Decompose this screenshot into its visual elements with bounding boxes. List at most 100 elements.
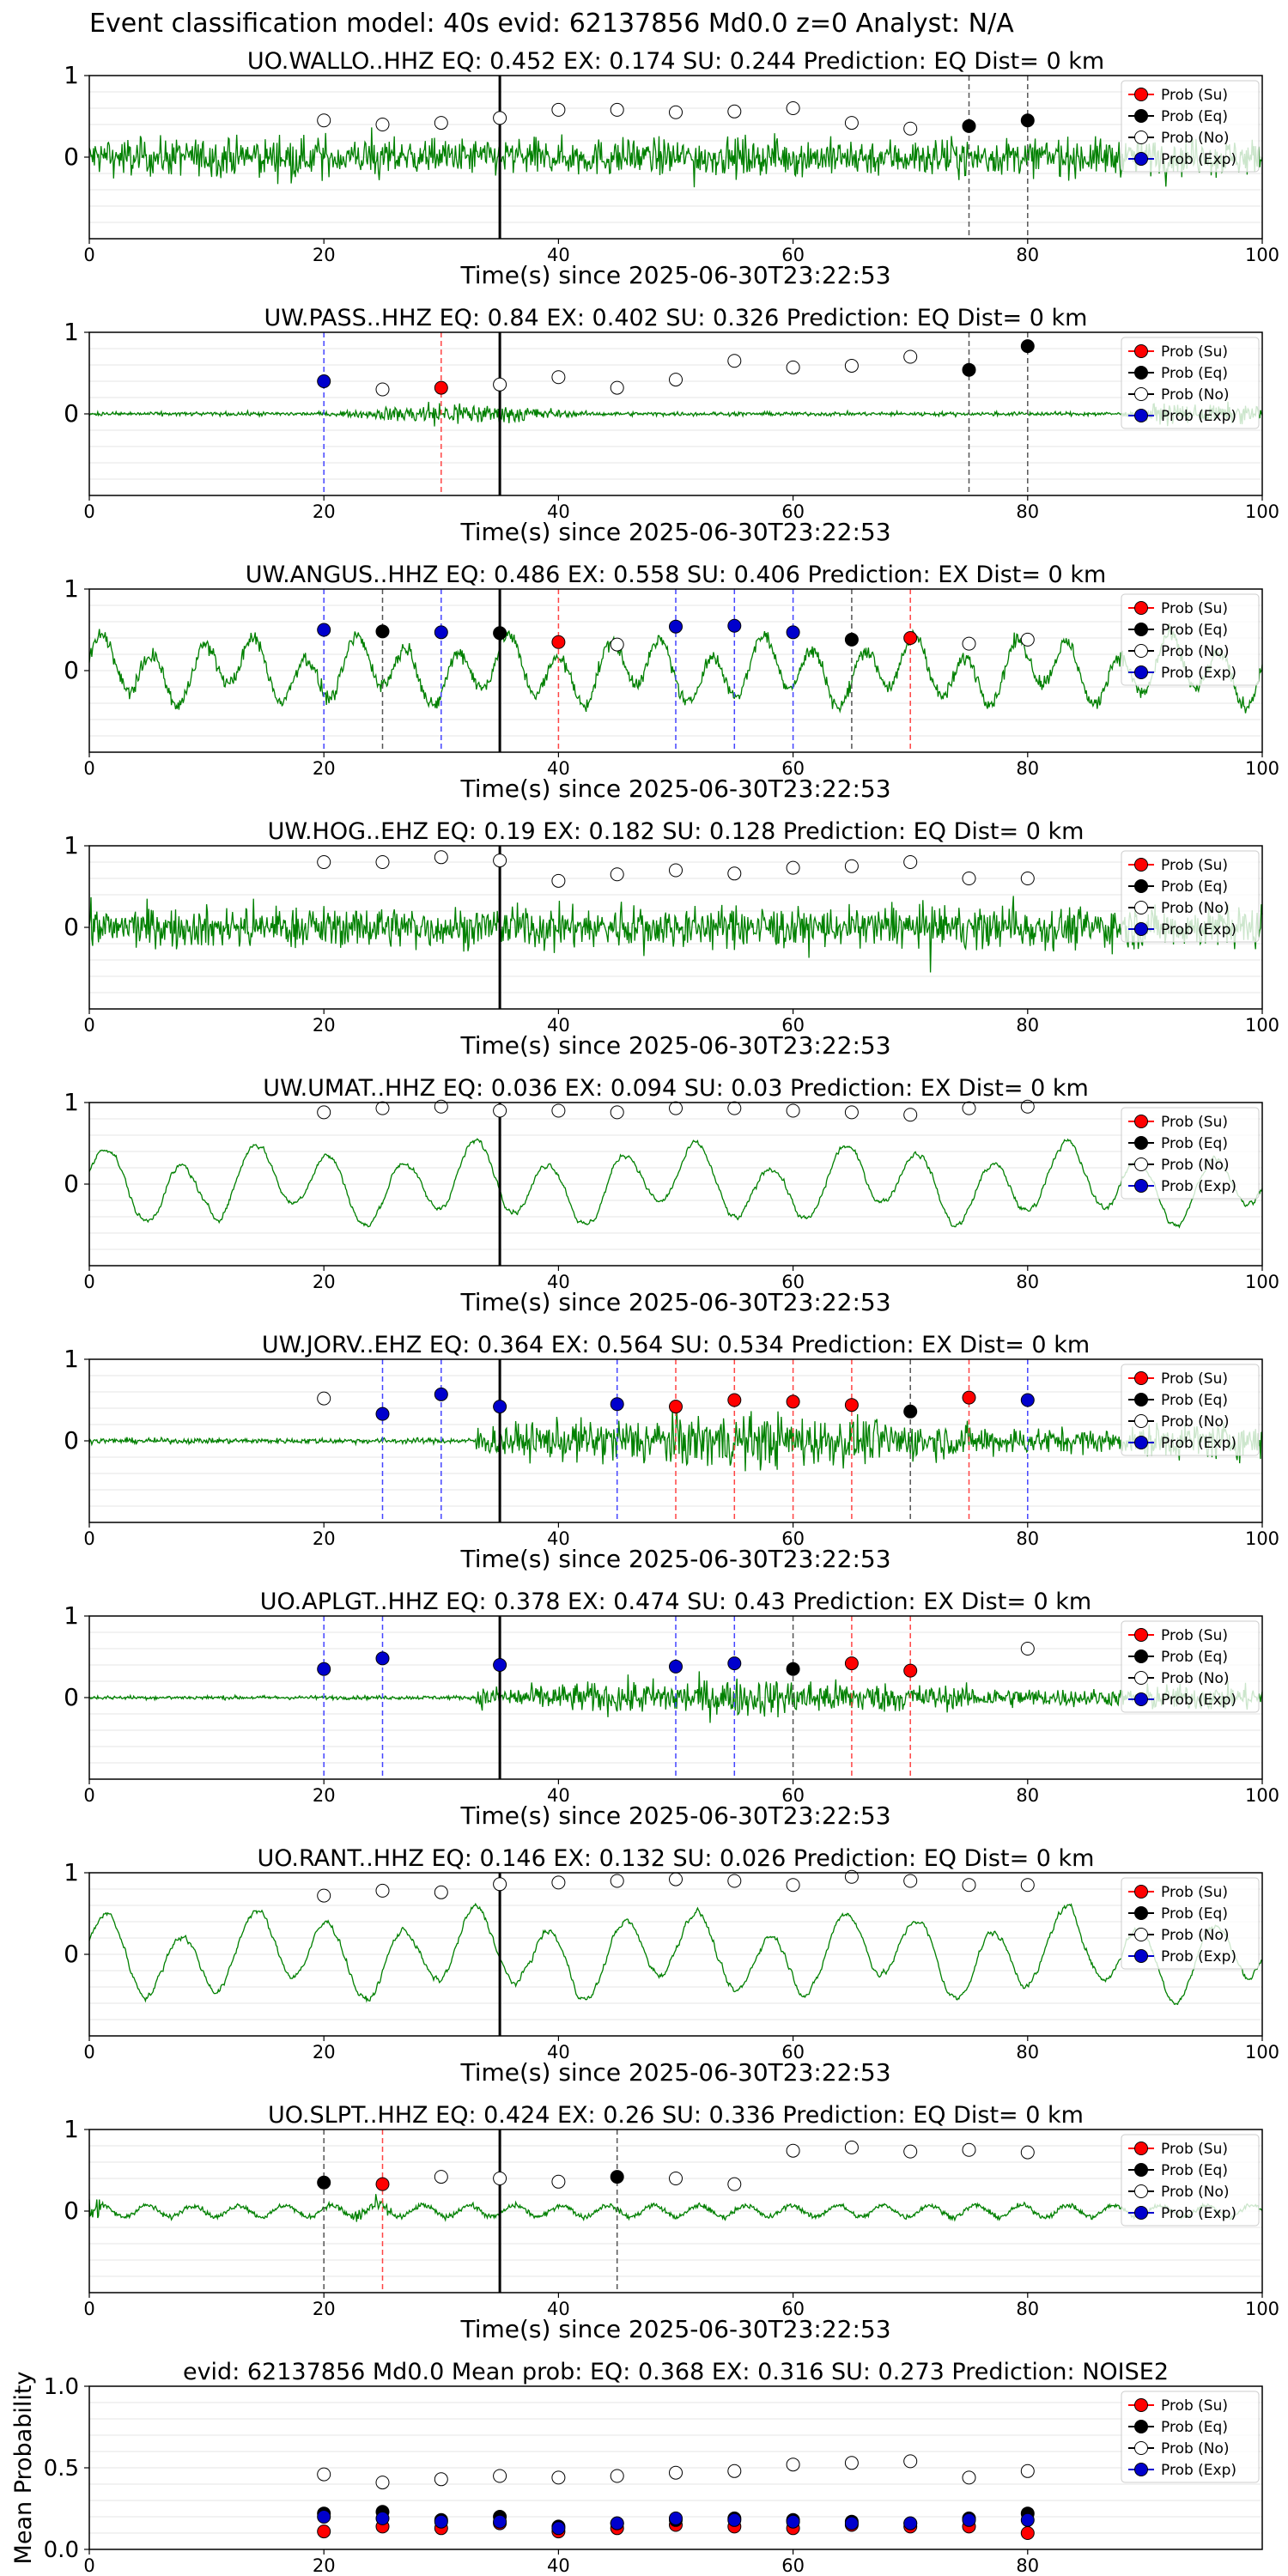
x-tick-label: 100 [1245,1015,1279,1036]
mean-prob-marker [375,2511,390,2525]
y-tick-label: 0 [64,1170,79,1198]
legend-label: Prob (Exp) [1161,1435,1236,1452]
legend-label: Prob (No) [1161,130,1230,147]
prob-marker [434,1387,448,1401]
x-tick-label: 80 [1016,1272,1039,1292]
legend-box [1121,593,1260,686]
x-tick-label: 40 [547,1785,570,1806]
prob-marker [669,105,683,119]
prob-marker [727,1101,742,1115]
prob-marker [727,1656,742,1671]
legend-marker [1134,858,1148,872]
prob-marker [903,349,918,364]
prob-marker [844,632,859,647]
prob-marker [669,619,683,634]
mean-prob-marker [1020,2464,1035,2478]
panel-title: UO.SLPT..HHZ EQ: 0.424 EX: 0.26 SU: 0.33… [268,2102,1084,2129]
mean-prob-marker [669,2511,683,2525]
x-tick-label: 0 [83,1785,94,1806]
legend-marker [1134,1949,1148,1963]
y-tick-label: 0 [64,1683,79,1711]
prob-marker [786,360,800,374]
legend-label: Prob (Eq) [1161,1135,1228,1152]
panel-title: UW.PASS..HHZ EQ: 0.84 EX: 0.402 SU: 0.32… [264,305,1088,331]
x-axis-label: Time(s) since 2025-06-30T23:22:53 [459,2315,890,2343]
prob-marker [903,2144,918,2159]
x-tick-label: 60 [781,501,805,522]
x-tick-label: 100 [1245,2299,1279,2319]
prob-marker [1020,1878,1035,1893]
legend-label: Prob (Eq) [1161,1649,1228,1666]
y-tick-label: 1 [64,1601,79,1630]
x-tick-label: 20 [313,758,336,779]
legend-label: Prob (Exp) [1161,151,1236,168]
y-tick-label: 0.5 [44,2456,79,2482]
waveform-trace [88,1902,1263,2006]
x-tick-label: 20 [313,1785,336,1806]
x-tick-label: 60 [781,1528,805,1549]
prob-marker [493,2172,507,2185]
x-tick-label: 40 [547,758,570,779]
mean-prob-marker [375,2476,390,2490]
prob-marker [1020,2145,1035,2160]
mean-prob-marker [844,2516,859,2530]
legend-label: Prob (Exp) [1161,2462,1236,2479]
panel-title: UO.WALLO..HHZ EQ: 0.452 EX: 0.174 SU: 0.… [247,48,1104,75]
legend-marker [1134,344,1148,358]
x-tick-label: 40 [547,2555,570,2576]
prob-marker [375,624,390,639]
legend-label: Prob (No) [1161,2184,1230,2201]
legend-label: Prob (Su) [1161,1884,1228,1901]
prob-marker [610,2170,624,2184]
mean-prob-marker [434,2514,448,2529]
prob-marker [493,1877,507,1892]
prob-marker [962,1101,976,1115]
x-tick-label: 0 [83,245,94,265]
legend-marker [1134,1906,1148,1920]
legend-label: Prob (Eq) [1161,108,1228,125]
x-tick-label: 100 [1245,1785,1279,1806]
waveform-trace [88,127,1263,188]
y-tick-label: 0 [64,2196,79,2225]
x-tick-label: 100 [1245,245,1279,265]
x-tick-label: 20 [313,2299,336,2319]
legend-box [1121,1620,1260,1713]
legend-label: Prob (No) [1161,1413,1230,1431]
panel-title: UW.HOG..EHZ EQ: 0.19 EX: 0.182 SU: 0.128… [268,818,1084,845]
panel-title: UO.APLGT..HHZ EQ: 0.378 EX: 0.474 SU: 0.… [260,1589,1091,1615]
prob-marker [493,854,507,868]
mean-prob-marker [317,2467,331,2482]
prob-marker [669,373,683,387]
prob-marker [786,860,800,875]
y-tick-label: 1 [64,1858,79,1886]
prob-marker [551,370,566,385]
x-tick-label: 80 [1016,2299,1039,2319]
waveform-trace [88,623,1263,714]
legend-label: Prob (Su) [1161,1370,1228,1388]
legend-label: Prob (Eq) [1161,1905,1228,1923]
legend-label: Prob (Eq) [1161,365,1228,382]
x-tick-label: 60 [781,758,805,779]
prob-marker [962,2142,976,2157]
prob-marker [1020,872,1035,885]
x-tick-label: 100 [1245,2042,1279,2063]
x-axis-label: Time(s) since 2025-06-30T23:22:53 [459,775,890,803]
mean-prob-marker [844,2456,859,2470]
x-axis-label: Time(s) since 2025-06-30T23:22:53 [459,1031,890,1060]
y-tick-label: 0.0 [44,2537,79,2563]
x-tick-label: 40 [547,501,570,522]
prob-marker [962,1390,976,1405]
legend-box [1121,1107,1260,1200]
x-axis-label: Time(s) since 2025-06-30T23:22:53 [459,2058,890,2087]
legend-label: Prob (No) [1161,2440,1230,2458]
x-tick-label: 40 [547,245,570,265]
legend-label: Prob (Su) [1161,343,1228,361]
prob-marker [493,1658,507,1672]
prob-marker [669,863,683,878]
prob-marker [669,1659,683,1674]
y-tick-label: 1 [64,318,79,346]
x-tick-label: 40 [547,2042,570,2063]
prob-marker [610,1397,624,1412]
prob-marker [903,1874,918,1888]
legend-label: Prob (Su) [1161,1114,1228,1131]
